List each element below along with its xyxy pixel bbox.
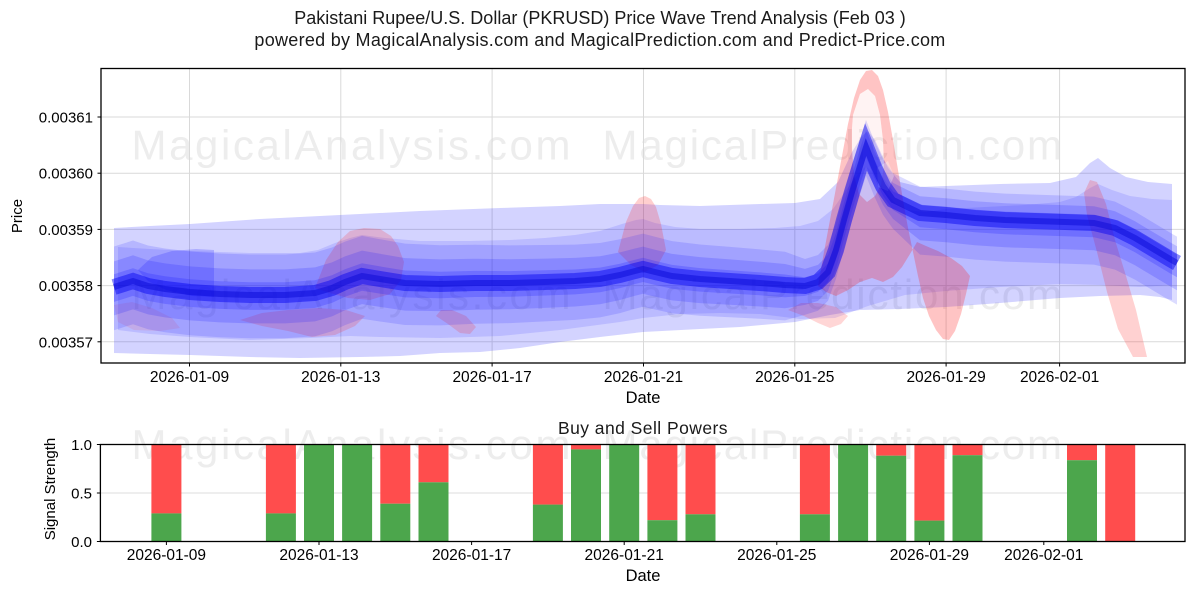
svg-text:MagicalAnalysis.com: MagicalAnalysis.com: [132, 122, 574, 169]
svg-text:2026-01-25: 2026-01-25: [737, 547, 816, 564]
svg-text:Date: Date: [626, 389, 661, 407]
svg-text:2026-01-17: 2026-01-17: [452, 369, 531, 386]
svg-text:0.00357: 0.00357: [39, 334, 93, 351]
svg-text:2026-02-01: 2026-02-01: [1020, 369, 1099, 386]
svg-text:1.0: 1.0: [71, 437, 92, 454]
svg-text:Pakistani Rupee/U.S. Dollar (P: Pakistani Rupee/U.S. Dollar (PKRUSD) Pri…: [294, 8, 906, 28]
svg-text:2026-01-09: 2026-01-09: [150, 369, 229, 386]
svg-text:0.00360: 0.00360: [39, 166, 93, 183]
svg-text:2026-02-01: 2026-02-01: [1004, 547, 1083, 564]
svg-text:MagicalPrediction.com: MagicalPrediction.com: [603, 271, 1064, 318]
svg-text:2026-01-17: 2026-01-17: [432, 547, 511, 564]
svg-text:2026-01-29: 2026-01-29: [906, 369, 985, 386]
svg-text:Date: Date: [626, 567, 661, 585]
svg-text:0.5: 0.5: [71, 486, 92, 503]
svg-text:MagicalPrediction.com: MagicalPrediction.com: [603, 122, 1064, 169]
svg-text:2026-01-25: 2026-01-25: [755, 369, 834, 386]
svg-text:0.00359: 0.00359: [39, 222, 93, 239]
svg-text:0.00361: 0.00361: [39, 110, 93, 127]
svg-text:Signal Strength: Signal Strength: [42, 438, 59, 541]
svg-text:2026-01-21: 2026-01-21: [585, 547, 664, 564]
svg-text:2026-01-21: 2026-01-21: [604, 369, 683, 386]
svg-text:Price: Price: [9, 199, 26, 233]
svg-text:powered by MagicalAnalysis.com: powered by MagicalAnalysis.com and Magic…: [254, 30, 945, 50]
svg-text:0.00358: 0.00358: [39, 278, 93, 295]
svg-text:Buy and Sell Powers: Buy and Sell Powers: [558, 418, 728, 438]
svg-text:2026-01-13: 2026-01-13: [279, 547, 358, 564]
svg-text:2026-01-13: 2026-01-13: [301, 369, 380, 386]
svg-text:MagicalAnalysis.com: MagicalAnalysis.com: [132, 271, 574, 318]
svg-text:2026-01-29: 2026-01-29: [890, 547, 969, 564]
svg-text:2026-01-09: 2026-01-09: [127, 547, 206, 564]
svg-text:0.0: 0.0: [71, 534, 92, 551]
